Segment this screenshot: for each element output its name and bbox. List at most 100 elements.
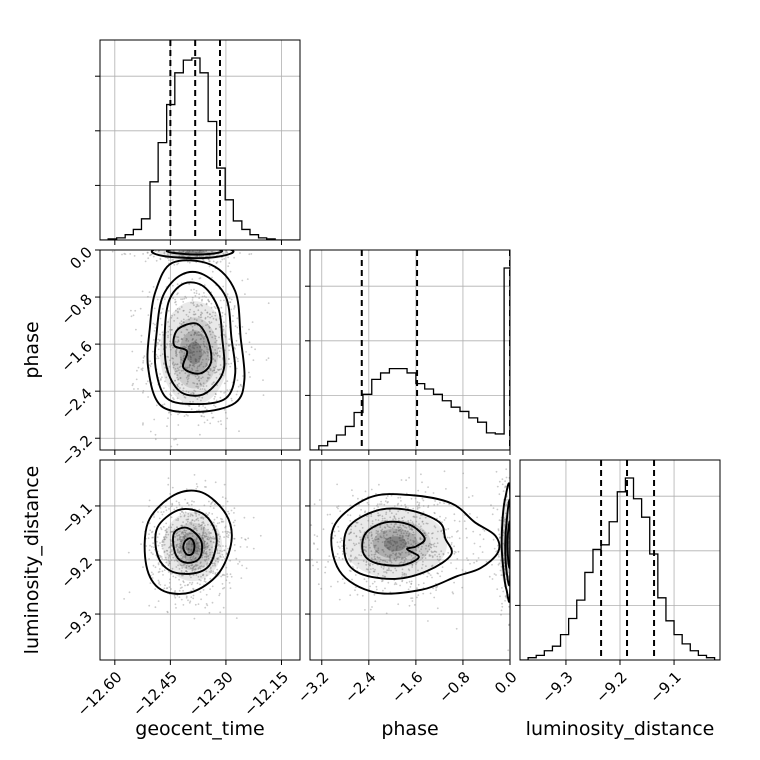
sample-point	[172, 361, 175, 364]
sample-point	[505, 503, 508, 506]
sample-point	[198, 547, 201, 550]
sample-point	[242, 375, 244, 377]
sample-point	[206, 538, 209, 541]
sample-point	[176, 397, 179, 400]
sample-point	[208, 245, 210, 247]
sample-point	[180, 545, 182, 547]
sample-point	[228, 349, 231, 352]
sample-point	[179, 537, 181, 540]
sample-point	[167, 244, 169, 246]
sample-point	[500, 613, 502, 616]
sample-point	[177, 534, 180, 537]
sample-point	[161, 539, 164, 542]
sample-point	[181, 511, 184, 513]
sample-point	[511, 535, 513, 537]
sample-point	[412, 515, 415, 518]
sample-point	[206, 547, 209, 549]
sample-point	[179, 513, 182, 515]
sample-point	[187, 315, 190, 318]
sample-point	[378, 560, 381, 563]
sample-point	[401, 536, 403, 538]
sample-point	[202, 574, 204, 577]
sample-point	[201, 534, 204, 537]
sample-point	[175, 303, 178, 306]
sample-point	[399, 535, 402, 537]
sample-point	[197, 305, 200, 307]
sample-point	[161, 545, 164, 548]
sample-point	[227, 265, 230, 268]
sample-point	[400, 539, 403, 542]
sample-point	[214, 371, 217, 374]
sample-point	[497, 529, 500, 532]
sample-point	[407, 542, 410, 545]
sample-point	[308, 553, 310, 555]
sample-point	[453, 550, 456, 553]
sample-point	[213, 518, 216, 521]
sample-point	[431, 576, 433, 579]
sample-point	[178, 255, 181, 258]
sample-point	[201, 349, 203, 351]
sample-point	[214, 359, 216, 362]
sample-point	[170, 505, 173, 508]
sample-point	[206, 545, 209, 548]
sample-point	[140, 543, 142, 545]
sample-point	[173, 528, 176, 531]
sample-point	[183, 352, 186, 355]
sample-point	[190, 576, 192, 579]
sample-point	[375, 492, 377, 495]
sample-point	[163, 362, 165, 365]
density-shade	[372, 528, 418, 559]
sample-point	[436, 537, 438, 540]
sample-point	[356, 557, 358, 559]
sample-point	[513, 523, 515, 525]
sample-point	[199, 333, 202, 336]
sample-point	[195, 511, 198, 514]
sample-point	[179, 377, 182, 379]
sample-point	[179, 536, 181, 539]
sample-point	[213, 369, 215, 372]
marginal-panel-geocent_time	[95, 39, 301, 245]
sample-point	[367, 563, 370, 566]
sample-point	[186, 357, 189, 359]
sample-point	[379, 514, 381, 517]
x-tick-label: 0.0	[491, 668, 521, 698]
sample-point	[178, 550, 181, 553]
sample-point	[212, 521, 215, 524]
sample-point	[177, 564, 180, 567]
sample-point	[476, 516, 478, 519]
sample-point	[404, 506, 407, 509]
sample-point	[146, 251, 149, 254]
sample-point	[421, 563, 424, 566]
sample-point	[410, 559, 413, 562]
sample-point	[439, 555, 441, 558]
sample-point	[173, 314, 176, 316]
sample-point	[417, 506, 419, 509]
sample-point	[514, 558, 516, 560]
sample-point	[189, 356, 192, 358]
sample-point	[213, 367, 216, 369]
sample-point	[503, 561, 506, 564]
sample-point	[358, 554, 360, 556]
sample-point	[207, 371, 210, 374]
sample-point	[189, 243, 191, 245]
sample-point	[241, 279, 244, 282]
sample-point	[199, 345, 202, 348]
sample-point	[383, 540, 386, 543]
sample-point	[206, 553, 208, 555]
sample-point	[205, 603, 208, 605]
sample-point	[184, 498, 187, 501]
sample-point	[189, 515, 192, 517]
sample-point	[164, 506, 167, 508]
sample-point	[167, 417, 169, 420]
sample-point	[190, 549, 193, 551]
sample-point	[190, 583, 193, 586]
sample-point	[235, 356, 238, 359]
sample-point	[354, 574, 357, 576]
sample-point	[461, 586, 464, 589]
sample-point	[175, 500, 178, 503]
sample-point	[458, 537, 461, 540]
x-tick-label: −2.4	[341, 668, 379, 706]
sample-point	[169, 531, 172, 534]
sample-point	[169, 359, 171, 362]
sample-point	[366, 536, 369, 539]
